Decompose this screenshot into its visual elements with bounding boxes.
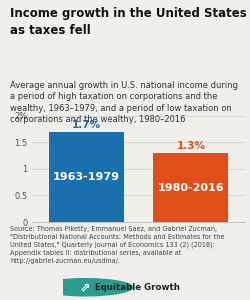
- Bar: [153, 153, 228, 222]
- Text: Source: Thomas Piketty, Emmanuel Saez, and Gabriel Zucman,
"Distributional Natio: Source: Thomas Piketty, Emmanuel Saez, a…: [10, 226, 224, 264]
- Text: 1980-2016: 1980-2016: [158, 182, 224, 193]
- Text: Equitable Growth: Equitable Growth: [95, 283, 180, 292]
- Text: ⇗: ⇗: [80, 281, 90, 294]
- Text: Average annual growth in U.S. national income during
a period of high taxation o: Average annual growth in U.S. national i…: [10, 81, 238, 124]
- Circle shape: [38, 279, 132, 296]
- Text: Income growth in the United States fell
as taxes fell: Income growth in the United States fell …: [10, 8, 250, 37]
- Text: 1.7%: 1.7%: [72, 120, 101, 130]
- Text: 1963-1979: 1963-1979: [53, 172, 120, 182]
- Text: 1.3%: 1.3%: [176, 141, 205, 151]
- Bar: [49, 132, 124, 222]
